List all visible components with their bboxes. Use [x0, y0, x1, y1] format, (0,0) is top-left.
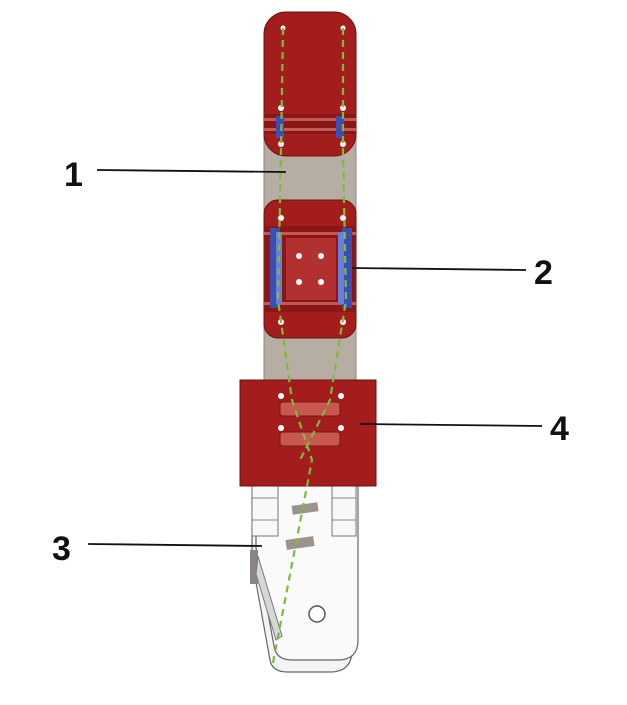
label-1: 1 [64, 156, 83, 194]
middle-red-segment [263, 199, 357, 339]
label-3: 3 [52, 530, 71, 568]
white-base-part [250, 451, 359, 673]
leader-lines [87, 169, 543, 547]
lower-red-block [239, 379, 377, 487]
leader-line-2 [351, 267, 527, 271]
leader-line-3 [87, 543, 263, 547]
leader-line-4 [359, 423, 543, 427]
label-4: 4 [550, 410, 569, 448]
tendon-lines [270, 27, 348, 669]
top-red-segment [263, 11, 357, 157]
label-2: 2 [534, 254, 553, 292]
leader-line-1 [96, 169, 287, 173]
